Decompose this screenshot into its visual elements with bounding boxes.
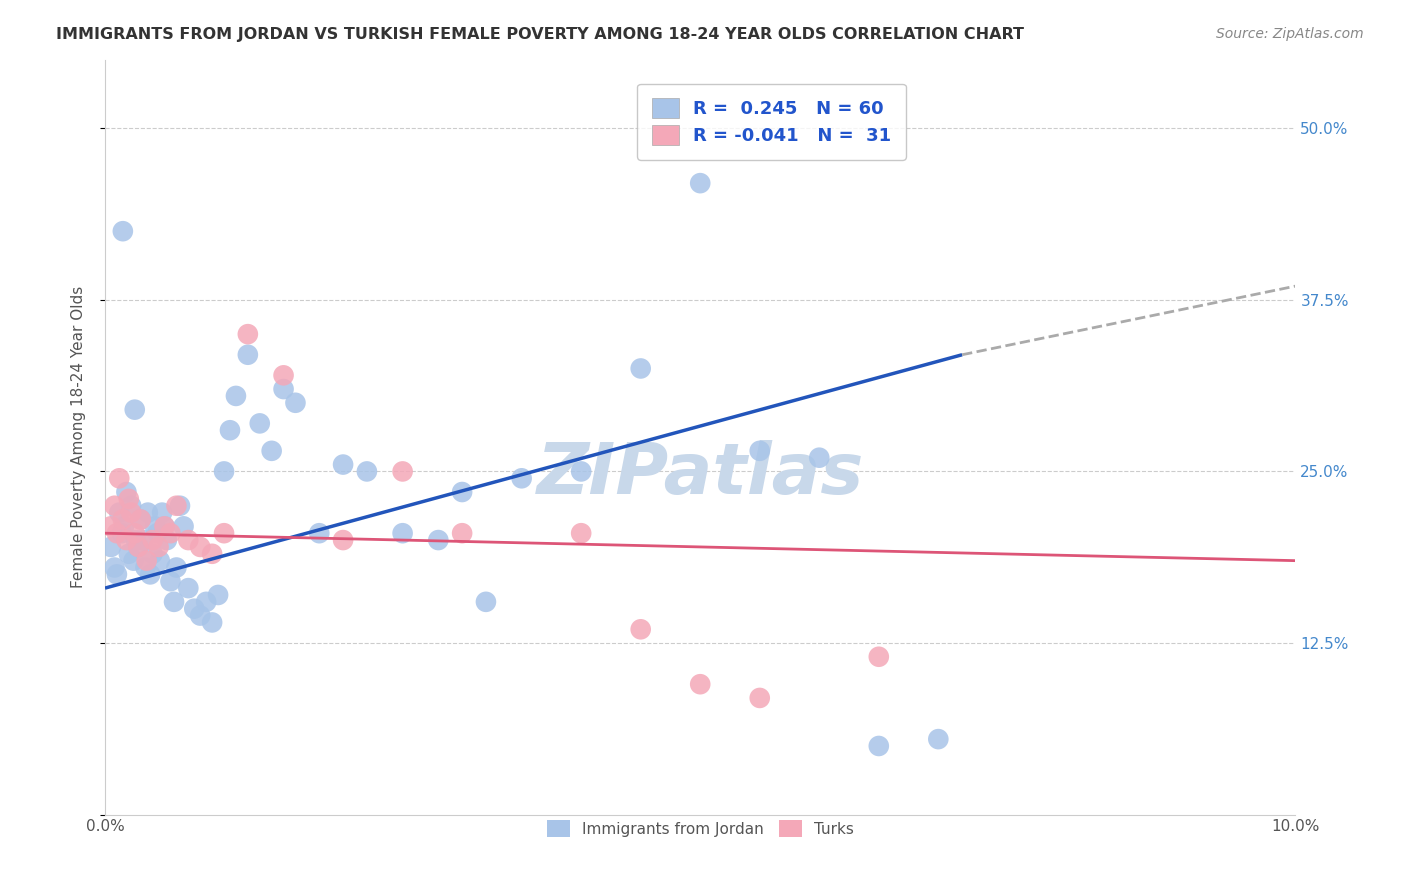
Point: [122, 554, 145, 568]
Point: [332, 458, 354, 472]
Point: [188, 540, 211, 554]
Legend: Immigrants from Jordan, Turks: Immigrants from Jordan, Turks: [538, 813, 862, 845]
Point: [146, 526, 169, 541]
Point: [169, 499, 191, 513]
Point: [630, 622, 652, 636]
Point: [124, 402, 146, 417]
Point: [808, 450, 831, 465]
Text: Source: ZipAtlas.com: Source: ZipAtlas.com: [1216, 27, 1364, 41]
Point: [139, 567, 162, 582]
Point: [356, 465, 378, 479]
Point: [112, 519, 135, 533]
Point: [173, 519, 195, 533]
Point: [120, 506, 142, 520]
Point: [105, 567, 128, 582]
Text: ZIPatlas: ZIPatlas: [537, 441, 863, 509]
Point: [868, 739, 890, 753]
Point: [111, 224, 134, 238]
Point: [927, 732, 949, 747]
Point: [148, 540, 170, 554]
Point: [207, 588, 229, 602]
Point: [225, 389, 247, 403]
Point: [118, 491, 141, 506]
Point: [391, 465, 413, 479]
Y-axis label: Female Poverty Among 18-24 Year Olds: Female Poverty Among 18-24 Year Olds: [72, 286, 86, 588]
Point: [569, 465, 592, 479]
Point: [748, 443, 770, 458]
Point: [142, 547, 165, 561]
Point: [284, 396, 307, 410]
Point: [159, 526, 181, 541]
Point: [748, 690, 770, 705]
Point: [427, 533, 450, 547]
Point: [105, 526, 128, 541]
Point: [868, 649, 890, 664]
Point: [108, 471, 131, 485]
Point: [332, 533, 354, 547]
Point: [115, 485, 138, 500]
Point: [127, 540, 149, 554]
Point: [689, 176, 711, 190]
Point: [273, 368, 295, 383]
Point: [201, 547, 224, 561]
Point: [143, 519, 166, 533]
Point: [153, 519, 176, 533]
Point: [391, 526, 413, 541]
Point: [236, 327, 259, 342]
Point: [153, 519, 176, 533]
Point: [103, 560, 125, 574]
Point: [156, 533, 179, 547]
Point: [127, 540, 149, 554]
Point: [212, 526, 235, 541]
Point: [100, 519, 122, 533]
Point: [165, 560, 187, 574]
Point: [142, 533, 165, 547]
Point: [124, 526, 146, 541]
Point: [308, 526, 330, 541]
Point: [120, 499, 142, 513]
Point: [103, 499, 125, 513]
Point: [108, 506, 131, 520]
Text: IMMIGRANTS FROM JORDAN VS TURKISH FEMALE POVERTY AMONG 18-24 YEAR OLDS CORRELATI: IMMIGRANTS FROM JORDAN VS TURKISH FEMALE…: [56, 27, 1024, 42]
Point: [451, 526, 474, 541]
Point: [125, 533, 148, 547]
Point: [111, 512, 134, 526]
Point: [129, 512, 152, 526]
Point: [630, 361, 652, 376]
Point: [135, 554, 157, 568]
Point: [475, 595, 498, 609]
Point: [129, 512, 152, 526]
Point: [273, 382, 295, 396]
Point: [510, 471, 533, 485]
Point: [201, 615, 224, 630]
Point: [150, 506, 173, 520]
Point: [188, 608, 211, 623]
Point: [136, 506, 159, 520]
Point: [118, 547, 141, 561]
Point: [249, 417, 271, 431]
Point: [115, 533, 138, 547]
Point: [236, 348, 259, 362]
Point: [260, 443, 283, 458]
Point: [159, 574, 181, 589]
Point: [183, 601, 205, 615]
Point: [100, 540, 122, 554]
Point: [177, 533, 200, 547]
Point: [569, 526, 592, 541]
Point: [195, 595, 218, 609]
Point: [132, 533, 155, 547]
Point: [111, 526, 134, 541]
Point: [163, 595, 186, 609]
Point: [165, 499, 187, 513]
Point: [451, 485, 474, 500]
Point: [134, 560, 156, 574]
Point: [177, 581, 200, 595]
Point: [212, 465, 235, 479]
Point: [689, 677, 711, 691]
Point: [149, 554, 172, 568]
Point: [219, 423, 242, 437]
